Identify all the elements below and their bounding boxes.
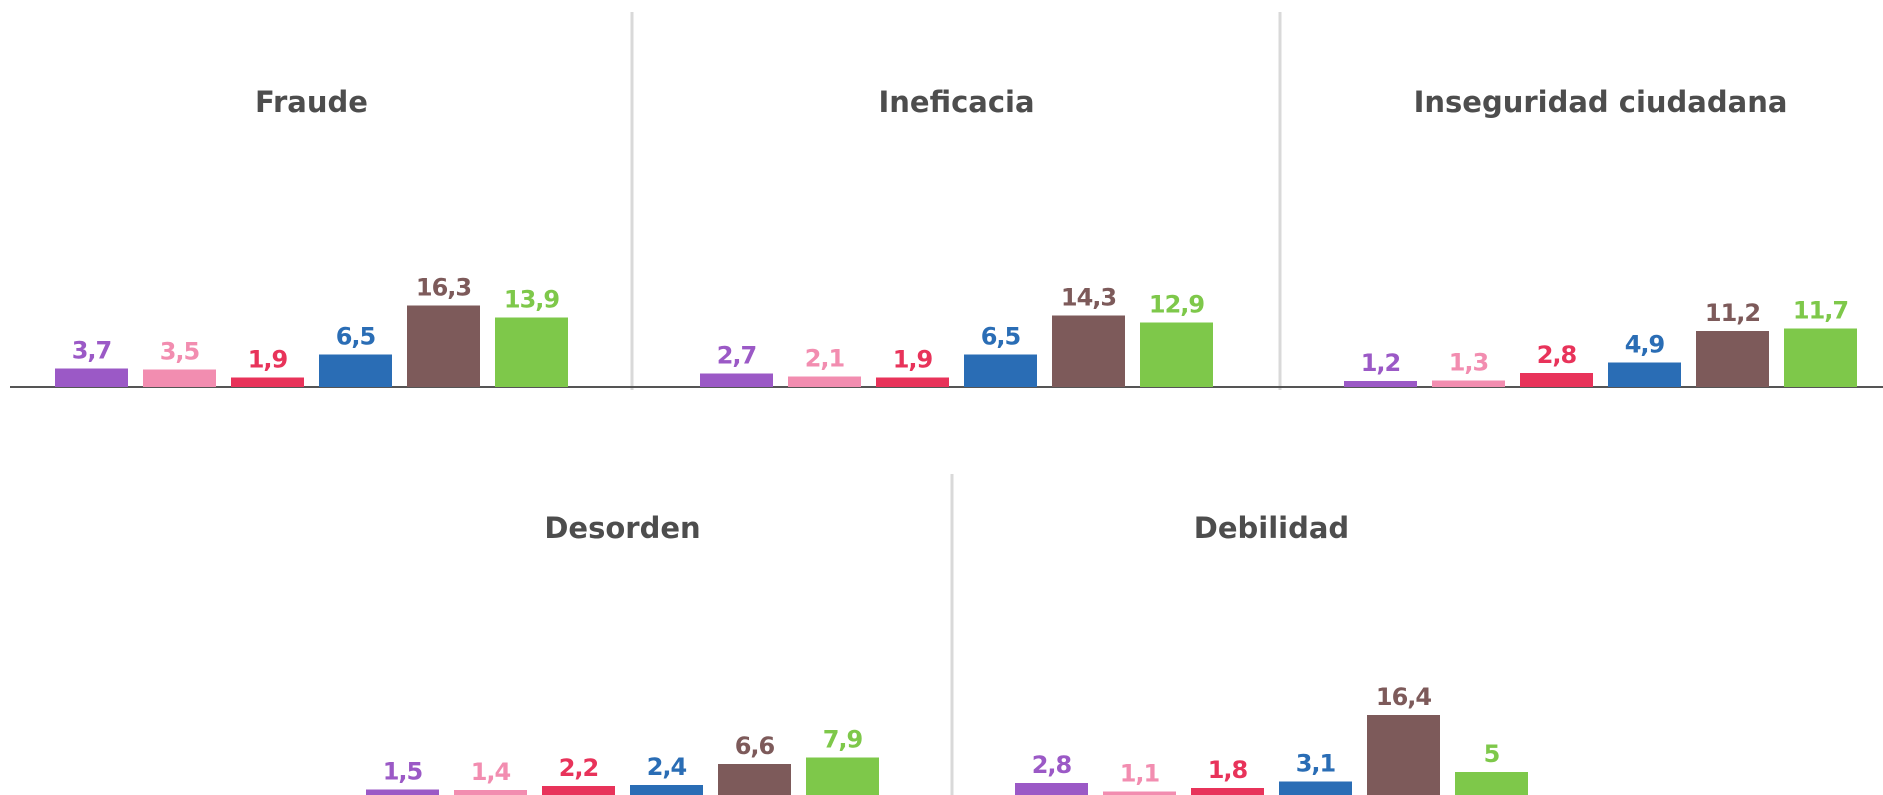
- value-label: 12,9: [1149, 291, 1205, 319]
- value-label: 13,9: [504, 286, 560, 314]
- value-label: 2,2: [559, 754, 599, 782]
- bar: [1455, 772, 1528, 795]
- bar: [1191, 788, 1264, 795]
- bar: [788, 376, 861, 387]
- bar: [454, 790, 527, 795]
- bar: [1279, 781, 1352, 795]
- bar: [319, 354, 392, 387]
- value-label: 1,2: [1361, 349, 1401, 377]
- panel-title: Debilidad: [1194, 511, 1349, 545]
- bar: [876, 377, 949, 387]
- bar: [1432, 380, 1505, 387]
- bar: [806, 757, 879, 795]
- value-label: 1,9: [893, 346, 933, 374]
- value-label: 4,9: [1625, 331, 1665, 359]
- panel-title: Inseguridad ciudadana: [1414, 85, 1788, 119]
- value-label: 1,9: [248, 346, 288, 374]
- bar: [1784, 328, 1857, 387]
- bar: [366, 789, 439, 795]
- value-label: 3,5: [160, 338, 200, 366]
- value-label: 3,7: [72, 337, 112, 365]
- panel-title: Fraude: [255, 85, 368, 119]
- bar: [407, 305, 480, 387]
- value-label: 2,7: [717, 342, 757, 370]
- bar: [718, 764, 791, 795]
- bar: [1052, 315, 1125, 387]
- bar: [143, 369, 216, 387]
- bar: [1608, 362, 1681, 387]
- value-label: 6,5: [981, 323, 1021, 351]
- value-label: 2,4: [647, 753, 687, 781]
- value-label: 1,8: [1208, 756, 1248, 784]
- value-label: 5: [1484, 740, 1500, 768]
- value-label: 2,8: [1032, 751, 1072, 779]
- panel-title: Ineficacia: [878, 85, 1034, 119]
- value-label: 3,1: [1296, 750, 1336, 778]
- bar: [700, 373, 773, 387]
- bar: [1367, 715, 1440, 795]
- bar: [1103, 791, 1176, 795]
- value-label: 1,5: [383, 758, 423, 786]
- value-label: 1,3: [1449, 349, 1489, 377]
- value-label: 11,7: [1793, 297, 1848, 325]
- value-label: 2,8: [1537, 341, 1577, 369]
- value-label: 6,6: [735, 732, 775, 760]
- value-label: 7,9: [823, 726, 863, 754]
- bar: [1696, 331, 1769, 387]
- bar: [630, 785, 703, 795]
- bar: [1520, 373, 1593, 387]
- bar: [1344, 381, 1417, 387]
- bar: [1015, 783, 1088, 795]
- bar: [964, 354, 1037, 387]
- value-label: 1,1: [1120, 760, 1160, 788]
- value-label: 6,5: [336, 323, 376, 351]
- bar: [1140, 322, 1213, 387]
- value-label: 16,3: [416, 274, 471, 302]
- panel-title: Desorden: [544, 511, 700, 545]
- value-label: 1,4: [471, 758, 511, 786]
- value-label: 2,1: [805, 345, 845, 373]
- value-label: 11,2: [1705, 299, 1760, 327]
- bar: [495, 317, 568, 387]
- value-label: 16,4: [1376, 683, 1432, 711]
- bar: [542, 786, 615, 795]
- value-label: 14,3: [1061, 284, 1116, 312]
- bar: [55, 368, 128, 387]
- bar: [231, 377, 304, 387]
